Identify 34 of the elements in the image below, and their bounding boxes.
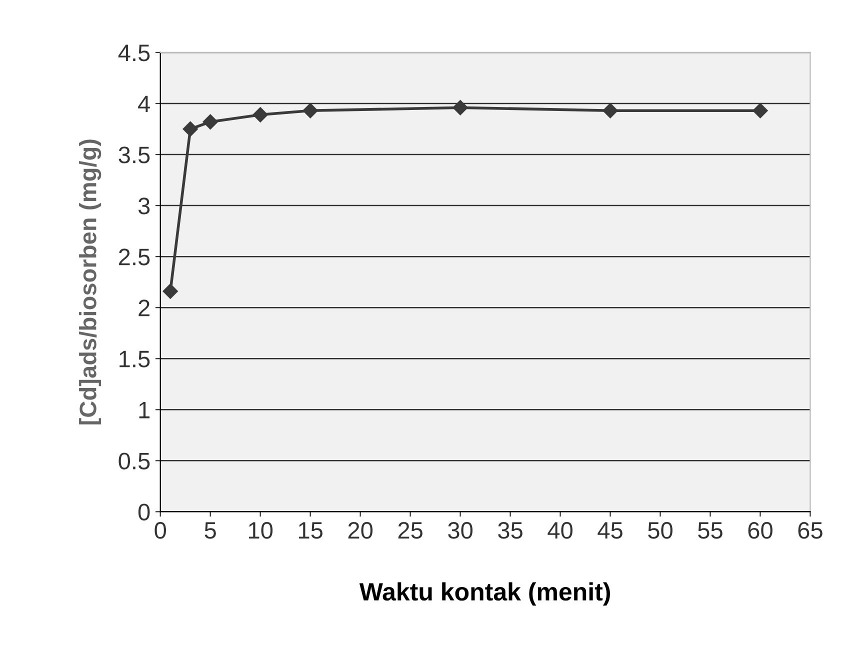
x-tick-label: 10	[249, 522, 273, 539]
x-tick-label: 20	[348, 522, 373, 539]
x-axis-title: Waktu kontak (menit)	[359, 582, 610, 606]
y-tick-label: 1	[139, 402, 150, 418]
point	[252, 107, 268, 122]
x-tick-label: 15	[299, 522, 322, 539]
x-tick-label: 55	[698, 522, 722, 539]
x-tick-label: 45	[598, 522, 622, 539]
y-tick-label: 1.5	[120, 350, 150, 368]
y-axis-title: [Cd]ads/biosorben (mg/g)	[79, 140, 102, 424]
x-tick-label: 5	[204, 522, 216, 539]
point	[202, 114, 218, 130]
x-tick-label: 40	[548, 522, 572, 539]
x-tick-label: 0	[154, 522, 166, 539]
y-tick-label: 0.5	[118, 452, 150, 470]
point	[452, 100, 468, 116]
x-tick-label: 50	[648, 522, 672, 539]
x-tick-label: 60	[748, 522, 772, 539]
y-tick-label: 3.5	[118, 146, 150, 164]
y-tick-label: 3	[138, 198, 150, 214]
point	[302, 103, 318, 118]
x-tick-label: 35	[498, 522, 522, 539]
y-tick-label: 4.5	[118, 44, 150, 62]
x-tick-label: 65	[798, 522, 822, 539]
y-tick-label: 2.5	[119, 248, 150, 266]
point	[602, 103, 618, 118]
x-tick-label: 30	[448, 522, 473, 539]
x-tick-label: 25	[398, 522, 422, 539]
point	[752, 103, 768, 118]
y-tick-label: 0	[138, 504, 150, 520]
y-tick-label: 2	[138, 300, 150, 316]
point	[182, 121, 198, 137]
y-tick-label: 4	[138, 96, 150, 112]
point	[162, 284, 178, 299]
